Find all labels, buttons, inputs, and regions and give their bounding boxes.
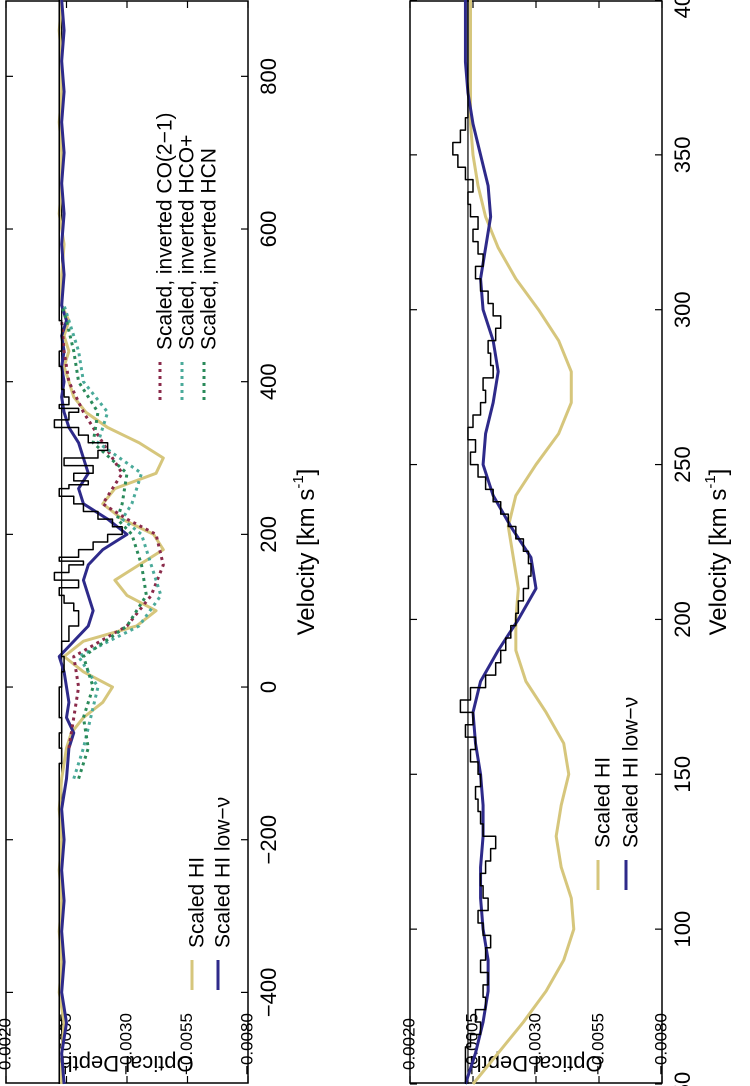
legend-label: Scaled, inverted HCN: [198, 148, 221, 350]
x-tick-label: 50: [670, 1072, 695, 1086]
y-axis-label: Optical Depth: [60, 1051, 193, 1076]
x-tick-label: 400: [670, 0, 695, 18]
x-tick-label: 250: [670, 446, 695, 483]
x-tick-label: 350: [670, 136, 695, 173]
y-tick-label: −0.0030: [525, 1013, 544, 1075]
x-tick-label: −200: [256, 815, 281, 865]
y-tick-label: −0.0030: [116, 1013, 135, 1075]
series-scaled-inverted-hcn: [60, 304, 148, 780]
x-tick-label: 200: [256, 516, 281, 553]
series-scaled-inverted-hco-: [62, 304, 163, 780]
series-scaled-hi-low-: [57, 0, 129, 1085]
y-tick-label: −0.0055: [177, 1013, 196, 1075]
y-tick-label: −0.0080: [237, 1013, 256, 1075]
y-tick-label: 0.0020: [0, 1018, 14, 1070]
legend-label: Scaled HI low−ν: [212, 797, 235, 948]
series-scaled-inverted-co-2-1-: [60, 320, 165, 749]
x-tick-label: 150: [670, 756, 695, 793]
legend-label: Scaled HI: [592, 757, 615, 848]
series-data: [452, 0, 532, 1084]
x-tick-label: 600: [256, 211, 281, 248]
x-tick-label: 400: [256, 363, 281, 400]
y-tick-label: 0.0020: [399, 1018, 418, 1070]
legend-label: Scaled, inverted CO(2−1): [154, 112, 177, 350]
series-scaled-hi: [57, 0, 165, 1084]
x-tick-label: 300: [670, 291, 695, 328]
legend-label: Scaled HI: [186, 857, 209, 948]
x-tick-label: 800: [256, 58, 281, 95]
legend-label: Scaled HI low−ν: [620, 697, 643, 848]
panel-bottom: 50 100 150 200 250 300 350 400 0.0020 −0.0005 −0.0…: [399, 0, 732, 1086]
x-axis-label: Velocity [km s-1]: [702, 469, 732, 636]
y-tick-label: −0.0005: [462, 1013, 481, 1075]
y-tick-label: −0.0080: [651, 1013, 670, 1075]
x-tick-label: 100: [670, 911, 695, 948]
plot-frame: [409, 0, 663, 1084]
series-data: [53, 0, 123, 1084]
x-axis-label: Velocity [km s-1]: [290, 469, 320, 636]
x-tick-label: 200: [670, 601, 695, 638]
series-scaled-hi: [468, 0, 576, 1085]
series-scaled-hi-low-: [463, 0, 538, 1085]
legend-label: Scaled, inverted HCO+: [176, 135, 199, 350]
x-tick-label: 0: [256, 681, 281, 693]
y-tick-label: −0.0055: [588, 1013, 607, 1075]
x-tick-label: −400: [256, 968, 281, 1018]
